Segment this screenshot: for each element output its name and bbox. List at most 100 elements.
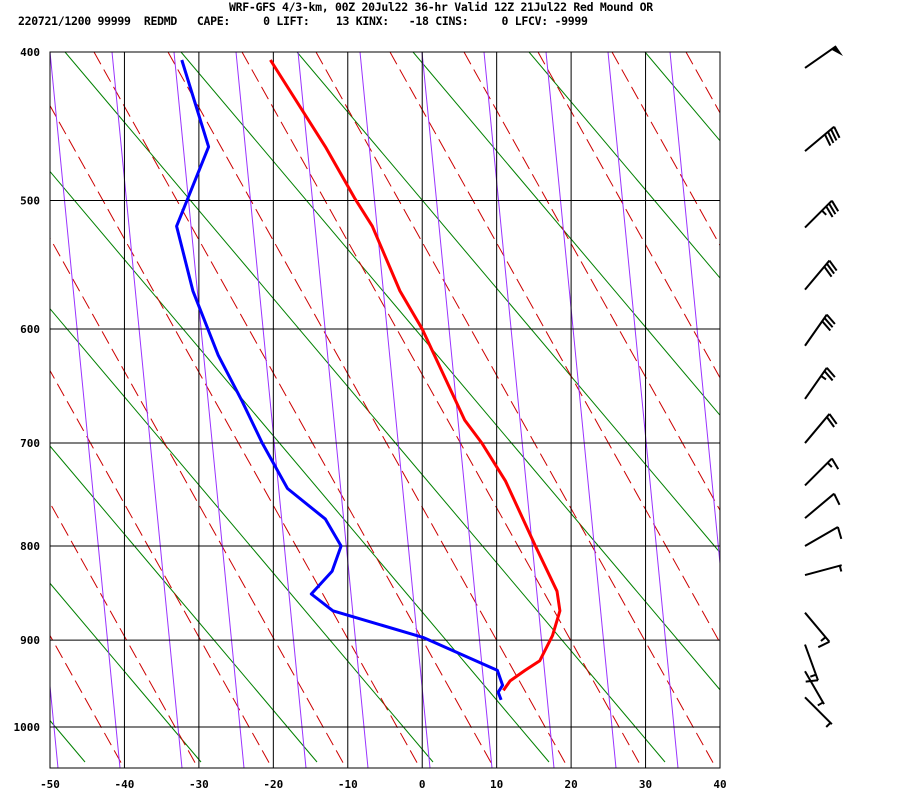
wind-barbs (804, 45, 844, 728)
barb-half-feather (838, 565, 843, 572)
mixing-ratio-line (669, 52, 720, 569)
moist-adiabat (241, 52, 643, 768)
x-tick-label: -20 (263, 778, 283, 791)
tick-labels: -50 -40 -30 -20 -10 0 10 20 30 40 400 500 600 700 800 9… (14, 46, 727, 791)
wind-barb (804, 199, 840, 229)
barb-half-feather (809, 673, 817, 678)
barb-staff (804, 45, 837, 69)
barb-feather (831, 200, 840, 212)
x-tick-label: 20 (564, 778, 577, 791)
barb-half-feather (820, 636, 827, 642)
mixing-ratio-line (545, 52, 617, 768)
wind-barb (804, 367, 836, 400)
mixing-ratio-line (856, 52, 900, 768)
y-tick-label: 600 (20, 323, 40, 336)
y-tick-label: 400 (20, 46, 40, 59)
y-tick-label: 700 (20, 437, 40, 450)
mixing-ratio-line (483, 52, 555, 768)
moist-adiabat (834, 52, 900, 768)
mixing-ratio-line (50, 52, 121, 768)
mixing-ratio-line (235, 52, 307, 768)
moist-adiabat (50, 237, 347, 768)
barb-half-feather (821, 209, 827, 216)
moist-adiabat (93, 52, 495, 768)
x-tick-label: 0 (419, 778, 426, 791)
x-tick-label: -50 (40, 778, 60, 791)
y-tick-label: 1000 (14, 721, 41, 734)
barb-staff (804, 413, 831, 444)
barb-staff (804, 670, 825, 705)
barb-feather (824, 133, 832, 146)
barb-feather (833, 126, 841, 139)
mixing-ratio-line (297, 52, 369, 768)
wind-barb (804, 457, 840, 487)
moist-adiabat (463, 52, 720, 512)
moist-adiabat (50, 634, 125, 768)
barb-half-feather (826, 462, 833, 468)
background-lines (50, 52, 900, 768)
x-tick-label: -40 (115, 778, 135, 791)
barb-feather (828, 203, 837, 215)
series-group (175, 59, 562, 701)
dry-adiabat (761, 52, 900, 762)
x-tick-label: 10 (490, 778, 503, 791)
mixing-ratio-line (607, 52, 679, 768)
mixing-ratio-line (421, 52, 493, 768)
barb-feather (826, 367, 836, 378)
barb-feather (821, 320, 832, 332)
dry-adiabat (877, 52, 900, 762)
y-tick-label: 900 (20, 634, 40, 647)
barb-staff (804, 125, 835, 152)
moist-adiabat (389, 52, 720, 644)
barb-staff (804, 564, 842, 577)
x-tick-label: 40 (713, 778, 726, 791)
barb-feather (823, 370, 834, 382)
barb-feather (836, 526, 843, 540)
barb-feather (826, 263, 835, 275)
wind-barb (804, 670, 825, 707)
barb-feather (827, 131, 835, 144)
barb-staff (804, 492, 835, 519)
moist-adiabat (167, 52, 569, 768)
barb-feather (831, 458, 840, 470)
barb-staff (804, 199, 833, 229)
barb-feather (826, 416, 835, 428)
barb-staff (804, 314, 828, 347)
wind-barb (804, 259, 838, 291)
barb-feather (817, 640, 830, 649)
wind-barb (804, 526, 843, 547)
barb-feather (826, 313, 836, 325)
dry-adiabat (412, 52, 720, 417)
moist-adiabat (50, 766, 51, 768)
barb-feather (823, 266, 833, 278)
moist-adiabat (685, 52, 720, 114)
y-tick-label: 800 (20, 540, 40, 553)
x-tick-label: -30 (189, 778, 209, 791)
barb-feather (805, 679, 819, 683)
dry-adiabat (64, 52, 666, 763)
wind-barb (804, 612, 831, 649)
moist-adiabat (760, 52, 900, 768)
barb-staff (804, 696, 833, 725)
barb-feather (828, 413, 838, 425)
barb-feather (825, 205, 834, 218)
mixing-ratio-line (50, 681, 59, 768)
barb-half-feather (825, 722, 832, 728)
barb-half-feather (820, 375, 827, 381)
dry-adiabat (50, 308, 434, 763)
dewpoint-line (175, 59, 505, 701)
barb-feather (833, 493, 841, 506)
moist-adiabat (537, 52, 720, 379)
mixing-ratio-line (111, 52, 183, 768)
barb-feather (828, 259, 838, 272)
dry-adiabat (644, 52, 720, 142)
dry-adiabat (180, 52, 720, 691)
dry-adiabat (296, 52, 720, 554)
y-tick-label: 500 (20, 194, 40, 207)
temperature-line (269, 59, 562, 692)
wind-barb (804, 313, 836, 347)
x-tick-label: 30 (639, 778, 652, 791)
wind-barb (804, 45, 844, 69)
moist-adiabat (50, 502, 199, 768)
